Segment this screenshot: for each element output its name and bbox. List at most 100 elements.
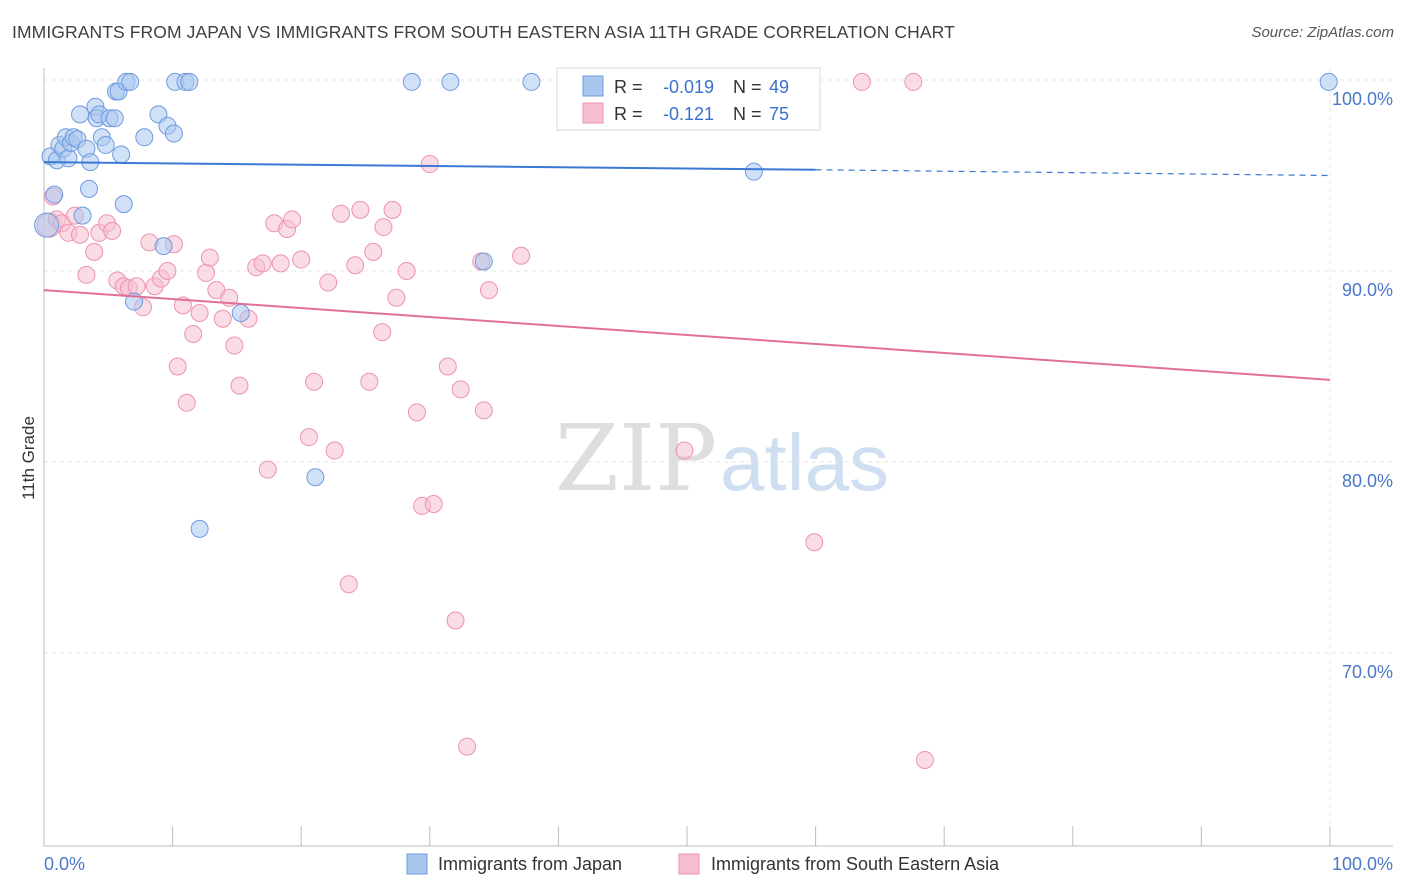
series-legend-swatch-sea	[678, 853, 700, 875]
series-legend-swatch-japan	[406, 853, 428, 875]
point-japan	[45, 185, 64, 204]
y-tick-label: 90.0%	[1342, 280, 1393, 300]
x-tick-label-min: 0.0%	[44, 854, 85, 874]
chart-title: IMMIGRANTS FROM JAPAN VS IMMIGRANTS FROM…	[12, 22, 955, 42]
point-japan	[121, 72, 140, 91]
legend-n-label-sea: N =	[733, 104, 762, 124]
series-legend-label-sea: Immigrants from South Eastern Asia	[711, 854, 1000, 874]
legend-n-value-japan: 49	[769, 77, 789, 97]
legend-r-value-sea: -0.121	[663, 104, 714, 124]
point-japan	[59, 149, 78, 168]
point-sea	[420, 155, 439, 174]
point-sea	[325, 441, 344, 460]
point-japan	[180, 72, 199, 91]
point-sea	[805, 533, 824, 552]
point-japan	[522, 72, 541, 91]
point-japan	[80, 179, 99, 198]
point-sea	[77, 265, 96, 284]
point-sea	[258, 460, 277, 479]
trend-line-sea	[43, 289, 1331, 381]
point-sea	[383, 200, 402, 219]
point-sea	[103, 221, 122, 240]
point-sea	[675, 441, 694, 460]
point-sea	[253, 254, 272, 273]
point-sea	[71, 225, 90, 244]
point-japan	[34, 212, 60, 238]
point-japan	[164, 124, 183, 143]
point-japan	[71, 105, 90, 124]
x-tick-label-max: 100.0%	[1332, 854, 1393, 874]
point-japan	[441, 72, 460, 91]
point-sea	[305, 372, 324, 391]
point-sea	[915, 750, 934, 769]
point-sea	[200, 248, 219, 267]
point-japan	[154, 237, 173, 256]
point-sea	[446, 611, 465, 630]
y-tick-label: 70.0%	[1342, 662, 1393, 682]
point-sea	[197, 263, 216, 282]
point-japan	[1319, 72, 1338, 91]
point-japan	[744, 162, 763, 181]
point-japan	[402, 72, 421, 91]
point-sea	[184, 325, 203, 344]
trend-lines	[43, 161, 1331, 381]
point-japan	[231, 304, 250, 323]
point-sea	[364, 242, 383, 261]
point-sea	[360, 372, 379, 391]
legend-r-label-sea: R =	[614, 104, 643, 124]
point-sea	[292, 250, 311, 269]
point-sea	[225, 336, 244, 355]
point-sea	[512, 246, 531, 265]
point-sea	[283, 210, 302, 229]
grid-lines	[44, 68, 1393, 846]
legend-n-value-sea: 75	[769, 104, 789, 124]
legend-r-label-japan: R =	[614, 77, 643, 97]
point-japan	[474, 252, 493, 271]
point-sea	[332, 204, 351, 223]
legend-r-value-japan: -0.019	[663, 77, 714, 97]
data-points	[34, 72, 1338, 769]
y-tick-label: 100.0%	[1332, 89, 1393, 109]
point-sea	[373, 323, 392, 342]
point-japan	[114, 195, 133, 214]
legend-swatch-japan	[582, 75, 604, 97]
point-sea	[351, 200, 370, 219]
y-axis-label: 11th Grade	[19, 416, 38, 500]
legend-n-label-japan: N =	[733, 77, 762, 97]
point-sea	[177, 393, 196, 412]
watermark-zip: ZIP	[555, 405, 717, 512]
point-japan	[112, 145, 131, 164]
point-sea	[213, 309, 232, 328]
point-sea	[407, 403, 426, 422]
point-sea	[127, 277, 146, 296]
legend-swatch-sea	[582, 102, 604, 124]
stats-legend: R = -0.019 N = 49 R = -0.121 N = 75	[556, 67, 821, 131]
source-attribution: Source: ZipAtlas.com	[1251, 24, 1394, 41]
point-sea	[458, 737, 477, 756]
point-sea	[474, 401, 493, 420]
point-sea	[374, 218, 393, 237]
point-sea	[397, 262, 416, 280]
point-japan	[73, 206, 92, 225]
point-japan	[135, 128, 154, 147]
point-sea	[346, 256, 365, 275]
point-japan	[190, 519, 209, 538]
point-sea	[173, 296, 192, 315]
point-sea	[85, 242, 104, 261]
point-sea	[339, 575, 358, 594]
point-sea	[438, 357, 457, 376]
point-sea	[424, 495, 443, 514]
point-sea	[168, 357, 187, 376]
y-tick-label: 80.0%	[1342, 471, 1393, 491]
trend-line-japan-extension	[815, 169, 1331, 177]
point-japan	[105, 109, 124, 128]
point-sea	[158, 262, 177, 280]
point-japan	[96, 135, 115, 154]
point-japan	[306, 468, 325, 487]
point-sea	[387, 288, 406, 307]
point-sea	[271, 254, 290, 273]
trend-line-japan	[43, 161, 816, 171]
series-legend-label-japan: Immigrants from Japan	[438, 854, 622, 874]
point-sea	[299, 428, 318, 447]
point-sea	[230, 376, 249, 395]
